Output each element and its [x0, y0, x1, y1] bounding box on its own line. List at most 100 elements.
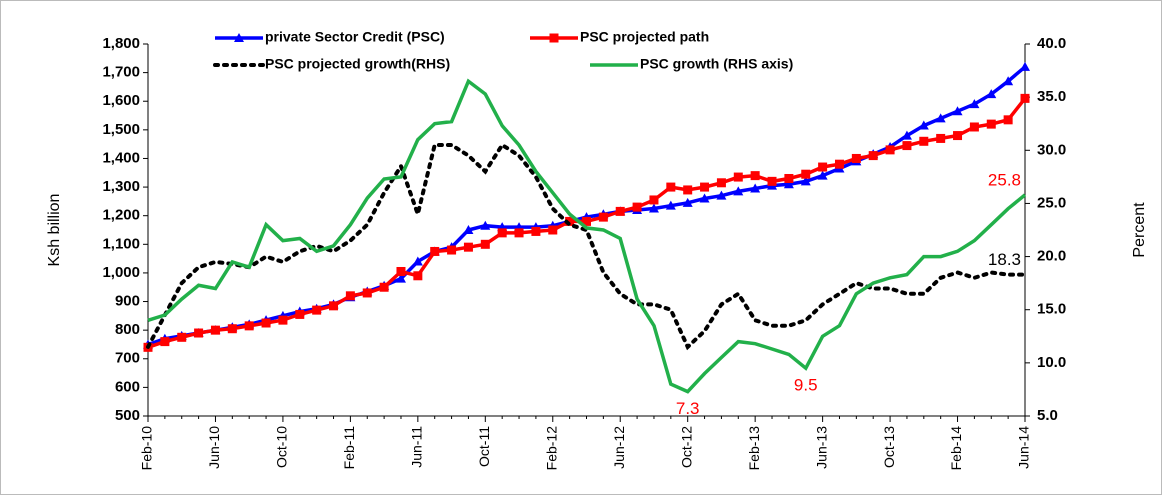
x-tick-label: Jun-14 — [1016, 426, 1032, 469]
value-label: 25.8 — [988, 170, 1021, 189]
point-marker — [918, 120, 929, 130]
legend-label: PSC projected growth(RHS) — [265, 56, 450, 72]
point-marker — [598, 212, 608, 222]
x-tick-label: Oct-11 — [476, 426, 492, 467]
point-marker — [901, 130, 912, 140]
y-tick-label: 1,600 — [102, 92, 140, 109]
point-marker — [480, 239, 490, 249]
point-marker — [396, 266, 406, 276]
y2-tick-label: 40.0 — [1037, 35, 1066, 52]
point-marker — [565, 216, 575, 226]
y2-tick-label: 30.0 — [1037, 141, 1066, 158]
point-marker — [952, 106, 963, 116]
y-tick-label: 1,100 — [102, 235, 140, 252]
point-marker — [733, 186, 744, 196]
y2-tick-label: 20.0 — [1037, 248, 1066, 265]
point-marker — [430, 246, 440, 256]
point-marker — [648, 203, 659, 213]
point-marker — [497, 228, 507, 238]
point-marker — [312, 305, 322, 315]
y2-axis-label: Percent — [1131, 202, 1148, 258]
point-marker — [447, 245, 457, 255]
point-marker — [261, 318, 271, 328]
y-tick-label: 1,500 — [102, 121, 140, 138]
value-label: 9.5 — [794, 376, 818, 395]
point-marker — [463, 225, 474, 234]
point-marker — [783, 179, 794, 189]
point-marker — [1020, 93, 1030, 103]
y-tick-label: 700 — [115, 350, 140, 367]
series-line — [147, 78, 1027, 394]
point-marker — [548, 225, 558, 235]
point-marker — [632, 202, 642, 212]
legend-marker — [549, 33, 559, 43]
y-tick-label: 900 — [115, 293, 140, 310]
x-tick-label: Feb-10 — [139, 426, 155, 471]
y2-tick-label: 10.0 — [1037, 354, 1066, 371]
point-marker — [699, 193, 710, 203]
point-marker — [278, 315, 288, 325]
point-marker — [1003, 115, 1013, 125]
x-tick-label: Jun-12 — [611, 426, 627, 469]
y-tick-label: 600 — [115, 378, 140, 395]
point-marker — [413, 271, 423, 281]
point-marker — [531, 226, 541, 236]
point-marker — [177, 332, 187, 342]
y-tick-label: 1,800 — [102, 35, 140, 52]
point-marker — [919, 136, 929, 146]
x-tick-label: Oct-12 — [678, 426, 694, 468]
point-marker — [750, 171, 760, 181]
point-marker — [834, 159, 844, 169]
y-tick-label: 1,400 — [102, 149, 140, 166]
x-tick-label: Oct-13 — [881, 426, 897, 468]
y-tick-label: 500 — [115, 407, 140, 424]
point-marker — [582, 216, 591, 226]
point-marker — [665, 200, 676, 210]
x-tick-label: Oct-10 — [274, 426, 290, 468]
y-tick-label: 1,300 — [102, 178, 140, 195]
point-marker — [463, 242, 473, 252]
point-marker — [683, 185, 693, 195]
y-tick-label: 1,200 — [102, 207, 140, 224]
point-marker — [902, 141, 912, 151]
point-marker — [345, 291, 355, 301]
legend-label: PSC growth (RHS axis) — [640, 56, 793, 72]
point-marker — [1020, 61, 1030, 71]
y2-tick-label: 35.0 — [1037, 88, 1066, 105]
value-label: 7.3 — [676, 399, 700, 418]
x-tick-label: Jun-10 — [206, 426, 222, 469]
point-marker — [936, 133, 946, 143]
x-tick-label: Feb-12 — [543, 426, 559, 471]
point-marker — [800, 176, 811, 186]
point-marker — [682, 197, 693, 207]
point-marker — [733, 172, 743, 182]
y-tick-label: 800 — [115, 321, 140, 338]
y-tick-label: 1,000 — [102, 264, 140, 281]
point-marker — [801, 169, 811, 179]
y2-tick-label: 25.0 — [1037, 194, 1066, 211]
x-tick-label: Feb-13 — [746, 426, 762, 471]
point-marker — [750, 183, 761, 193]
point-marker — [395, 273, 406, 283]
point-marker — [194, 328, 204, 338]
legend-label: PSC projected path — [580, 29, 709, 45]
point-marker — [935, 113, 946, 123]
point-marker — [969, 99, 980, 109]
point-marker — [817, 170, 828, 180]
point-marker — [716, 190, 727, 200]
x-tick-label: Feb-11 — [341, 426, 357, 470]
x-tick-label: Jun-13 — [813, 426, 829, 469]
point-marker — [227, 324, 237, 334]
y2-tick-label: 5.0 — [1037, 407, 1058, 424]
point-marker — [986, 119, 996, 129]
point-marker — [784, 173, 794, 183]
point-marker — [666, 182, 676, 192]
point-marker — [295, 309, 305, 319]
series-line — [146, 142, 1027, 351]
point-marker — [885, 145, 895, 155]
point-marker — [362, 288, 372, 298]
x-tick-label: Feb-14 — [948, 426, 964, 471]
point-marker — [986, 89, 997, 99]
legend-marker — [234, 33, 244, 42]
